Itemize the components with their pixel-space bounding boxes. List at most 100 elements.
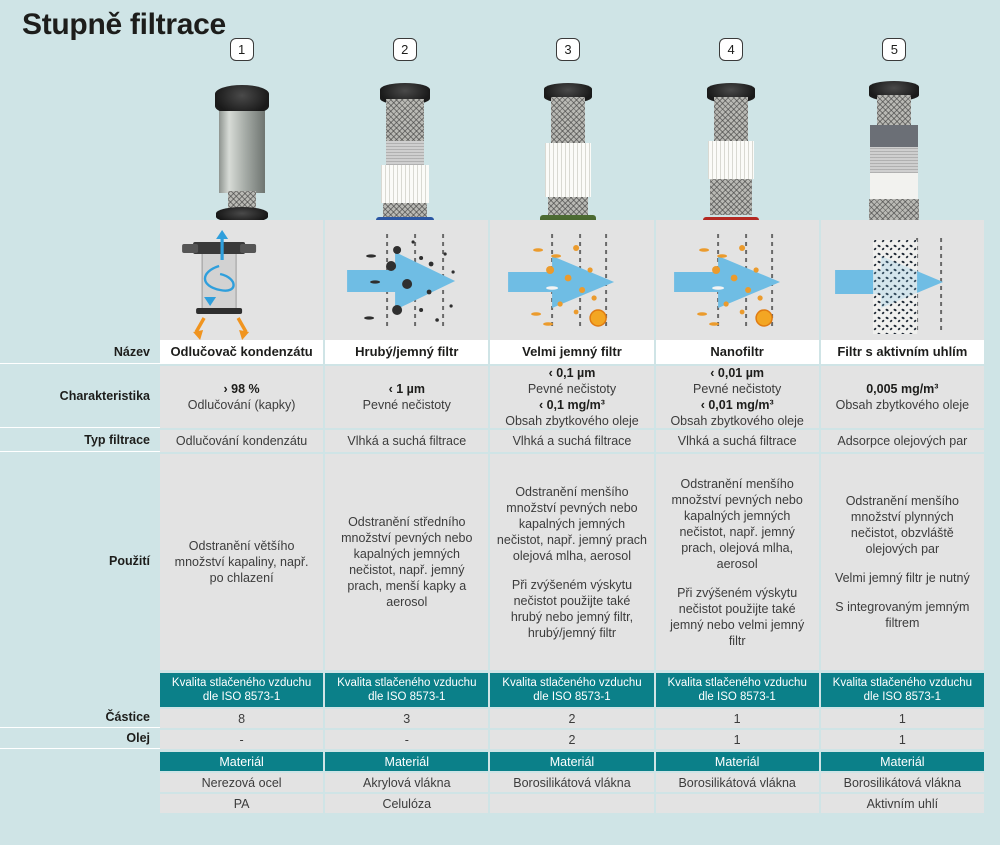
char-line: Pevné nečistoty xyxy=(693,382,782,396)
product-cell-4: 4 xyxy=(650,36,813,248)
coarse-fine-filter-flow-diagram xyxy=(325,220,488,340)
material-header-cell-4: Materiál xyxy=(655,752,819,771)
iso-line1: Kvalita stlačeného vzduchu xyxy=(667,676,807,689)
material-header-cell-3: Materiál xyxy=(490,752,654,771)
iso-line2: dle ISO 8573-1 xyxy=(863,691,942,703)
row-label-name: Název xyxy=(0,340,160,364)
oil-cell-3: 2 xyxy=(490,730,654,749)
particles-cell-3: 2 xyxy=(490,709,654,728)
oil-cell-4: 1 xyxy=(655,730,819,749)
iso-header-cell-1: Kvalita stlačeného vzduchu dle ISO 8573-… xyxy=(160,673,324,707)
material-cell-1-2: Akrylová vlákna xyxy=(325,773,489,792)
char-line: Obsah zbytkového oleje xyxy=(835,398,970,412)
iso-line2: dle ISO 8573-1 xyxy=(698,691,776,703)
filtration-stages-table: Název Odlučovač kondenzátu Hrubý/jemný f… xyxy=(0,220,1000,813)
filter-type-cell-2: Vlhká a suchá filtrace xyxy=(325,430,489,452)
product-cell-2: 2 xyxy=(323,36,486,252)
page-title: Stupně filtrace xyxy=(22,8,226,41)
material-header-cell-5: Materiál xyxy=(820,752,984,771)
stage-badge-3: 3 xyxy=(555,38,580,62)
product-cell-3: 3 xyxy=(486,36,649,248)
material-cell-1-5: Borosilikátová vlákna xyxy=(820,773,984,792)
diagram-cell-2 xyxy=(325,220,489,340)
name-cell-2: Hrubý/jemný filtr xyxy=(325,340,489,364)
material-cell-1-4: Borosilikátová vlákna xyxy=(655,773,819,792)
characteristic-cell-5: 0,005 mg/m³ Obsah zbytkového oleje xyxy=(820,366,984,428)
char-line: ‹ 0,1 µm xyxy=(548,366,596,380)
usage-cell-4: Odstranění menšího množství pevných nebo… xyxy=(655,454,819,670)
iso-header-cell-4: Kvalita stlačeného vzduchu dle ISO 8573-… xyxy=(655,673,819,707)
char-line: Pevné nečistoty xyxy=(527,382,617,396)
material-cell-2-4 xyxy=(655,794,819,813)
characteristic-cell-4: ‹ 0,01 µm Pevné nečistoty ‹ 0,01 mg/m³ O… xyxy=(655,366,819,428)
condensate-separator-flow-diagram xyxy=(160,220,323,340)
characteristic-cell-2: ‹ 1 µm Pevné nečistoty xyxy=(325,366,489,428)
row-name: Název Odlučovač kondenzátu Hrubý/jemný f… xyxy=(0,340,1000,364)
iso-header-cell-2: Kvalita stlačeného vzduchu dle ISO 8573-… xyxy=(325,673,489,707)
characteristic-cell-3: ‹ 0,1 µm Pevné nečistoty ‹ 0,1 mg/m³ Obs… xyxy=(490,366,654,428)
filter-image-2 xyxy=(370,67,440,252)
char-line: ‹ 0,1 mg/m³ xyxy=(538,398,605,412)
stage-badge-1: 1 xyxy=(229,38,254,62)
row-material-header: Materiál Materiál Materiál Materiál Mate… xyxy=(0,749,1000,771)
nanofilter-flow-diagram xyxy=(656,220,819,340)
row-label-material-2 xyxy=(0,792,160,813)
material-cell-2-1: PA xyxy=(160,794,324,813)
stage-badge-4: 4 xyxy=(719,38,744,62)
char-line: ‹ 0,01 µm xyxy=(710,366,765,380)
product-cell-1: 1 xyxy=(160,36,323,224)
iso-line2: dle ISO 8573-1 xyxy=(202,691,281,703)
row-label-material-1 xyxy=(0,771,160,792)
characteristic-cell-1: › 98 % Odlučování (kapky) xyxy=(160,366,324,428)
material-header-cell-1: Materiál xyxy=(160,752,324,771)
char-line: ‹ 0,01 mg/m³ xyxy=(700,398,774,412)
char-line: ‹ 1 µm xyxy=(388,382,425,396)
diagram-cell-1 xyxy=(160,220,324,340)
row-label-filter-type: Typ filtrace xyxy=(0,428,160,452)
row-oil: Olej - - 2 1 1 xyxy=(0,728,1000,749)
material-cell-1-1: Nerezová ocel xyxy=(160,773,324,792)
filter-type-cell-4: Vlhká a suchá filtrace xyxy=(655,430,819,452)
usage-cell-3: Odstranění menšího množství pevných nebo… xyxy=(490,454,654,670)
iso-line1: Kvalita stlačeného vzduchu xyxy=(171,676,312,689)
row-material-2: PA Celulóza Aktivním uhlí xyxy=(0,792,1000,813)
usage-cell-2: Odstranění středního množství pevných ne… xyxy=(325,454,489,670)
usage-paragraph: S integrovaným jemným filtrem xyxy=(835,600,970,630)
char-line: 0,005 mg/m³ xyxy=(866,382,939,396)
row-label-iso xyxy=(0,670,160,707)
char-line: Odlučování (kapky) xyxy=(187,398,296,412)
char-line: Pevné nečistoty xyxy=(362,398,451,412)
iso-line1: Kvalita stlačeného vzduchu xyxy=(502,676,642,689)
row-characteristic: Charakteristika › 98 % Odlučování (kapky… xyxy=(0,364,1000,428)
diagram-cell-3 xyxy=(490,220,654,340)
filter-type-cell-3: Vlhká a suchá filtrace xyxy=(490,430,654,452)
filter-image-5 xyxy=(859,67,929,252)
row-iso-header: Kvalita stlačeného vzduchu dle ISO 8573-… xyxy=(0,670,1000,707)
usage-paragraph: Velmi jemný filtr je nutný xyxy=(834,571,970,585)
row-diagrams xyxy=(0,220,1000,340)
row-usage: Použití Odstranění většího množství kapa… xyxy=(0,452,1000,670)
usage-paragraph: Odstranění menšího množství plynných neč… xyxy=(845,494,959,556)
product-image-strip: 1 2 3 4 xyxy=(160,36,976,252)
row-material-1: Nerezová ocel Akrylová vlákna Borosiliká… xyxy=(0,771,1000,792)
material-cell-2-5: Aktivním uhlí xyxy=(820,794,984,813)
activated-carbon-filter-flow-diagram xyxy=(821,220,984,340)
product-cell-5: 5 xyxy=(813,36,976,252)
row-label-material xyxy=(0,749,160,771)
filter-image-4 xyxy=(696,67,766,248)
oil-cell-2: - xyxy=(325,730,489,749)
name-cell-4: Nanofiltr xyxy=(655,340,819,364)
char-line: Obsah zbytkového oleje xyxy=(670,414,804,428)
iso-line1: Kvalita stlačeného vzduchu xyxy=(337,676,477,689)
usage-paragraph: Při zvýšeném výskytu nečistot použijte t… xyxy=(510,577,634,640)
usage-paragraph: Odstranění menšího množství pevných nebo… xyxy=(671,476,803,571)
diagram-cell-5 xyxy=(820,220,984,340)
material-cell-2-3 xyxy=(490,794,654,813)
row-label-diagrams xyxy=(0,220,160,340)
iso-header-cell-5: Kvalita stlačeného vzduchu dle ISO 8573-… xyxy=(820,673,984,707)
row-label-particles: Částice xyxy=(0,707,160,728)
usage-cell-5: Odstranění menšího množství plynných neč… xyxy=(820,454,984,670)
particles-cell-5: 1 xyxy=(820,709,984,728)
iso-header-cell-3: Kvalita stlačeného vzduchu dle ISO 8573-… xyxy=(490,673,654,707)
material-header-cell-2: Materiál xyxy=(325,752,489,771)
